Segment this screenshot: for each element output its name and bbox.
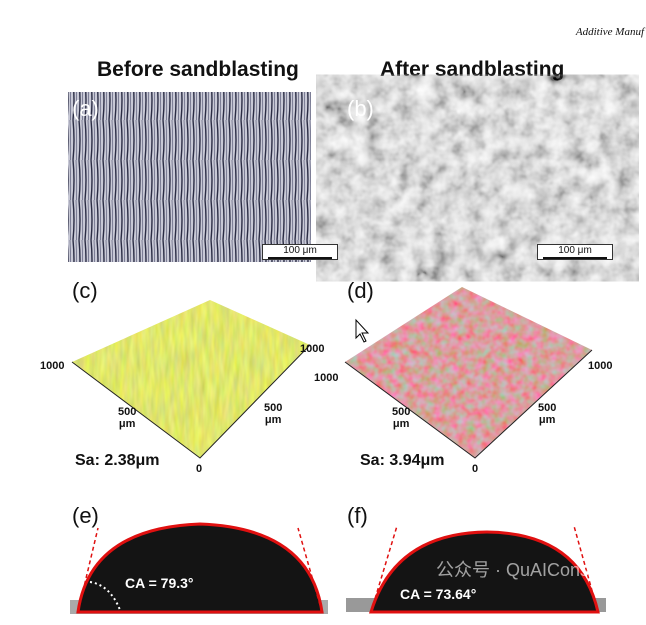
tick-unit: μm [118,418,136,430]
column-title-before: Before sandblasting [97,58,299,81]
column-title-after: After sandblasting [380,58,565,81]
tick-d-right: 1000 [588,360,613,372]
tick-unit: μm [264,414,282,426]
tick-d-left: 1000 [314,372,339,384]
surface-map-after [345,287,592,458]
tick-unit: μm [392,418,410,430]
axis-lines-c [71,344,311,459]
contact-angle-after: CA = 73.64° [400,586,477,602]
panel-label-e: (e) [72,503,99,528]
panel-label-b: (b) [347,96,374,121]
panel-label-f: (f) [347,503,368,528]
tick-d-zero: 0 [472,463,479,475]
tick-c-mid-right: 500 μm [264,402,282,426]
tangent-line [297,527,323,613]
tick-c-zero: 0 [196,463,203,475]
panel-label-a: (a) [72,96,99,121]
scale-text-a: 100 μm [283,245,317,256]
sa-value-after: Sa: 3.94μm [360,452,445,469]
sem-image-after [343,92,612,264]
watermark: 公众号 · QuAIConstruct [436,560,625,580]
droplet-before [76,522,324,614]
tick-value: 500 [538,402,557,414]
panel-label-d: (d) [347,278,374,303]
tick-c-left: 1000 [40,360,65,372]
scale-text-b: 100 μm [558,245,592,256]
axis-lines-d [344,349,593,459]
sa-value-before: Sa: 2.38μm [75,452,160,469]
journal-name: Additive Manuf [575,26,644,38]
mouse-cursor-icon [355,318,370,343]
droplet-after [368,530,600,614]
tick-unit: μm [538,414,556,426]
tangent-line [573,525,599,613]
contact-angle-before: CA = 79.3° [125,575,194,591]
panel-label-c: (c) [72,278,98,303]
sem-image-before [68,92,311,262]
surface-map-before [72,300,310,458]
tangent-line [77,527,99,613]
tick-c-mid-left: 500 μm [118,406,136,430]
tick-d-mid-left: 500 μm [392,406,410,430]
scale-bar-a: 100 μm [262,244,338,260]
scale-bar-b: 100 μm [537,244,613,260]
tick-value: 500 [392,406,411,418]
tick-c-right: 1000 [300,343,325,355]
tangent-line [370,525,398,613]
tick-d-mid-right: 500 μm [538,402,556,426]
tick-value: 500 [264,402,283,414]
tick-value: 500 [118,406,137,418]
